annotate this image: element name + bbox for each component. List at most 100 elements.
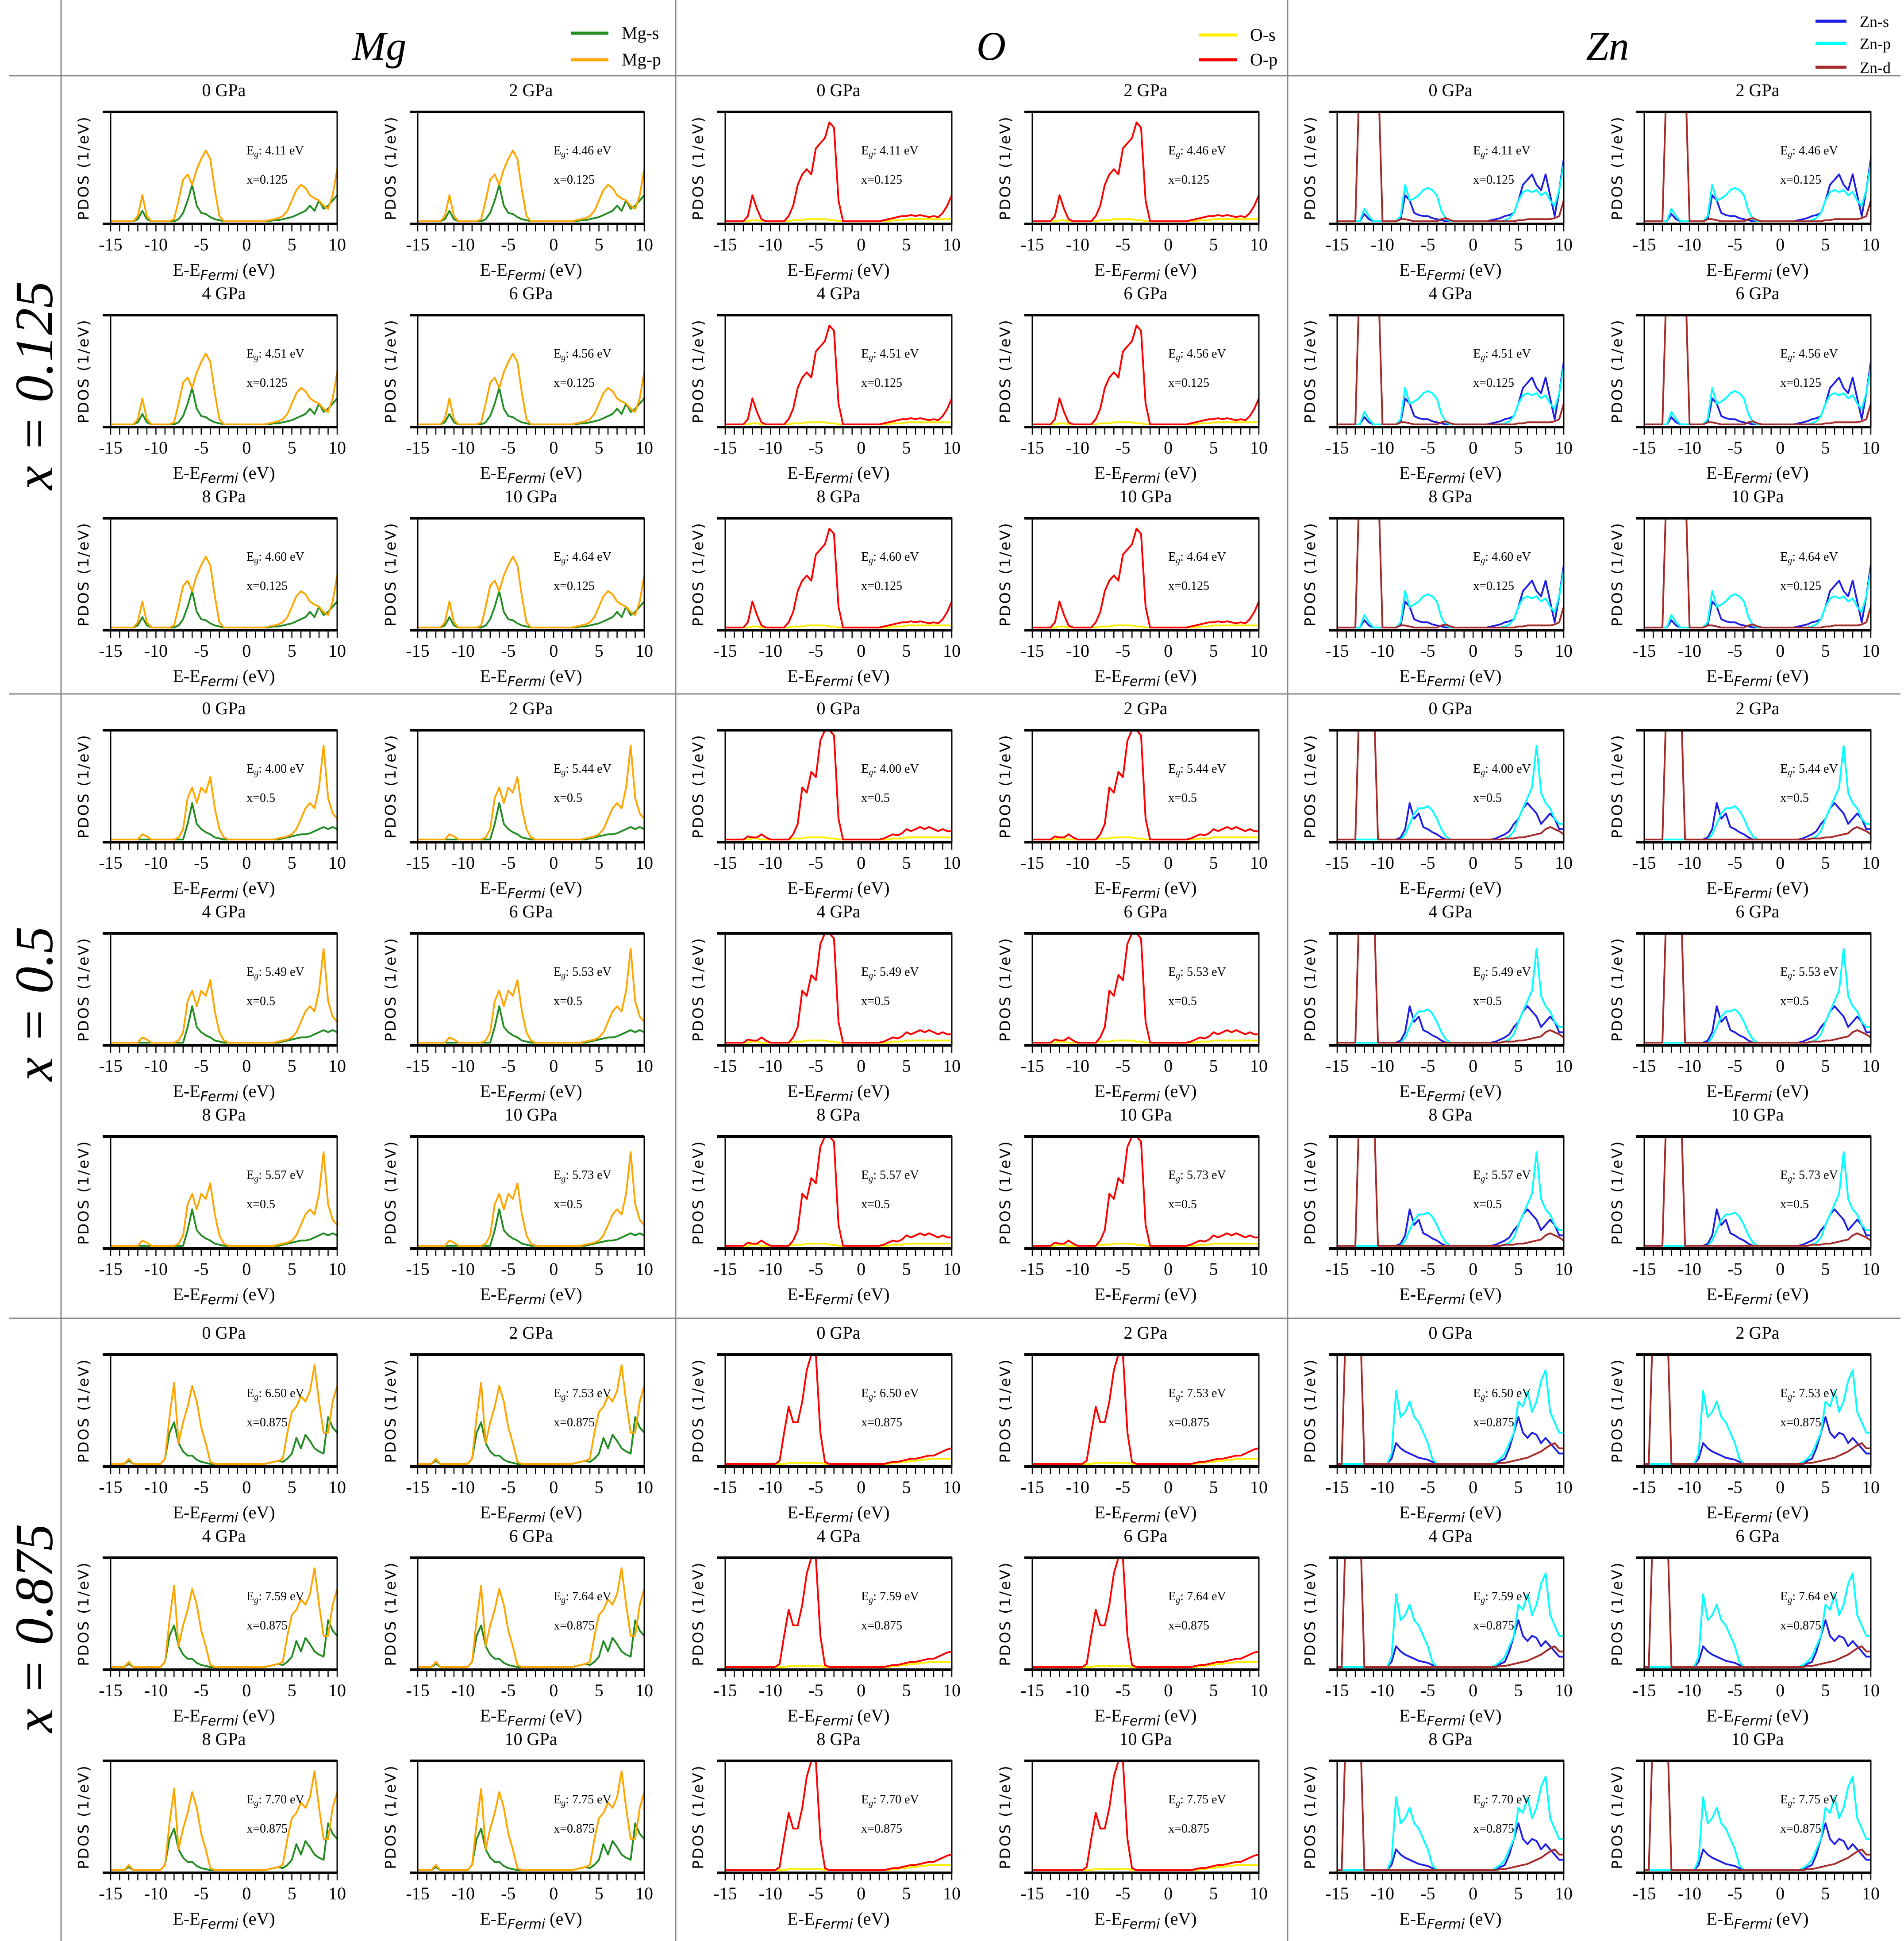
- x-tick-label: 5: [902, 853, 911, 873]
- x-axis-label: E-EFermi (eV): [173, 1502, 275, 1526]
- x-axis-label: E-EFermi (eV): [1706, 878, 1808, 901]
- band-gap-annotation: Eg: 5.57 eV: [1473, 1168, 1531, 1184]
- x-tick-label: -15: [1325, 438, 1349, 458]
- x-tick-label: -10: [144, 1056, 168, 1076]
- pdos-line-zn-d: [1644, 1761, 1871, 1871]
- x-axis-label: E-EFermi (eV): [173, 878, 275, 901]
- pdos-panel: 10 GPa PDOS (1/eV) -15 -10 -5 0 5 10 E-EFermi (e…: [1608, 1729, 1880, 1932]
- pdos-line-o-p: [725, 121, 952, 222]
- pdos-line-o-p: [725, 528, 952, 628]
- composition-annotation: x=0.125: [246, 376, 288, 390]
- legend-label: Zn-s: [1860, 13, 1889, 31]
- x-tick-label: -10: [1066, 235, 1089, 254]
- x-tick-label: 0: [1776, 641, 1785, 661]
- x-tick-label: -5: [501, 438, 515, 458]
- x-axis-label: E-EFermi (eV): [1706, 1284, 1808, 1308]
- composition-annotation: x=0.125: [1473, 579, 1514, 593]
- x-tick-label: -10: [1678, 641, 1701, 661]
- x-axis-label: E-EFermi (eV): [1094, 1502, 1196, 1526]
- y-axis-label: PDOS (1/eV): [689, 116, 707, 220]
- x-tick-label: -5: [194, 1680, 208, 1700]
- x-tick-label: 0: [857, 1680, 865, 1700]
- x-tick-label: 10: [1250, 1477, 1268, 1497]
- composition-annotation: x=0.125: [246, 579, 288, 593]
- pdos-panel: 6 GPa PDOS (1/eV) -15 -10 -5 0 5 10 E-EFermi (eV…: [382, 901, 653, 1105]
- x-tick-label: -5: [808, 641, 823, 661]
- y-axis-label: PDOS (1/eV): [75, 937, 92, 1041]
- x-tick-label: -15: [99, 1477, 122, 1497]
- axes-frame: [1336, 1136, 1565, 1249]
- y-axis-label: PDOS (1/eV): [382, 1764, 399, 1869]
- pdos-line-zn-s: [1337, 802, 1564, 840]
- pdos-line-o-p: [1032, 324, 1259, 425]
- pdos-panel: 6 GPa PDOS (1/eV) -15 -10 -5 0 5 10 E-EFermi (eV…: [996, 283, 1268, 486]
- band-gap-annotation: Eg: 6.50 eV: [1473, 1386, 1531, 1402]
- pdos-line-o-s: [1032, 836, 1259, 840]
- x-tick-label: 10: [943, 438, 961, 458]
- x-tick-label: -10: [1678, 438, 1701, 458]
- pdos-line-mg-p: [418, 556, 644, 628]
- pdos-panel: 10 GPa PDOS (1/eV) -15 -10 -5 0 5 10 E-EFermi (e…: [382, 1729, 653, 1932]
- band-gap-annotation: Eg: 5.44 eV: [1780, 762, 1838, 778]
- composition-annotation: x=0.125: [1168, 579, 1209, 593]
- x-tick-label: 5: [595, 235, 604, 254]
- column-title-zn: Zn: [1586, 23, 1629, 69]
- x-tick-label: -10: [144, 1883, 168, 1903]
- y-axis-label: PDOS (1/eV): [1608, 522, 1626, 626]
- x-tick-label: 5: [595, 853, 604, 873]
- y-axis-label: PDOS (1/eV): [382, 937, 399, 1041]
- x-tick-label: 5: [902, 1477, 911, 1497]
- x-tick-label: -5: [194, 1056, 208, 1076]
- x-tick-label: -15: [713, 1477, 737, 1497]
- x-axis-label: E-EFermi (eV): [1399, 878, 1501, 901]
- panel-pressure-title: 0 GPa: [202, 1323, 246, 1343]
- pdos-panel: 0 GPa PDOS (1/eV) -15 -10 -5 0 5 10 E-EFermi (eV…: [1301, 80, 1573, 283]
- panel-pressure-title: 8 GPa: [817, 486, 861, 506]
- y-axis-label: PDOS (1/eV): [996, 1764, 1014, 1869]
- composition-annotation: x=0.125: [1780, 173, 1821, 187]
- axes-frame: [417, 1557, 645, 1671]
- composition-annotation: x=0.875: [554, 1822, 595, 1836]
- panel-pressure-title: 6 GPa: [1124, 283, 1168, 303]
- x-tick-label: 5: [902, 438, 911, 458]
- axes-frame: [1031, 517, 1260, 631]
- band-gap-annotation: Eg: 5.53 eV: [1168, 965, 1226, 981]
- band-gap-annotation: Eg: 5.57 eV: [861, 1168, 919, 1184]
- panel-pressure-title: 6 GPa: [1736, 1526, 1780, 1546]
- x-tick-label: 0: [857, 1883, 865, 1903]
- pdos-line-o-s: [725, 1040, 952, 1044]
- x-tick-label: 5: [1821, 1259, 1830, 1279]
- x-tick-label: 0: [1469, 1680, 1477, 1700]
- axes-frame: [1336, 1557, 1565, 1671]
- x-tick-label: -10: [1678, 853, 1701, 873]
- x-tick-label: 10: [1250, 235, 1268, 254]
- x-tick-label: 10: [1250, 1883, 1268, 1903]
- pdos-line-mg-p: [111, 948, 337, 1044]
- axes-frame: [1031, 1557, 1260, 1671]
- x-axis-label: E-EFermi (eV): [787, 878, 889, 901]
- x-axis-label: E-EFermi (eV): [1399, 1909, 1501, 1932]
- axes-frame: [417, 1136, 645, 1249]
- x-tick-label: 10: [1250, 1259, 1268, 1279]
- x-tick-label: -15: [99, 853, 122, 873]
- pdos-line-zn-s: [1644, 565, 1871, 628]
- x-tick-label: 0: [1164, 438, 1173, 458]
- x-tick-label: 0: [1469, 1883, 1477, 1903]
- pdos-panel: 10 GPa PDOS (1/eV) -15 -10 -5 0 5 10 E-EFermi (e…: [382, 486, 653, 689]
- pdos-line-o-s: [725, 836, 952, 840]
- band-gap-annotation: Eg: 5.44 eV: [554, 762, 612, 778]
- x-tick-label: 10: [943, 1056, 961, 1076]
- composition-annotation: x=0.125: [1168, 376, 1209, 390]
- panel-pressure-title: 4 GPa: [817, 901, 861, 921]
- x-tick-label: -15: [1020, 438, 1044, 458]
- pdos-line-zn-s: [1644, 362, 1871, 425]
- x-tick-label: 0: [1164, 1056, 1173, 1076]
- x-tick-label: 10: [1250, 1056, 1268, 1076]
- x-tick-label: -15: [713, 1680, 737, 1700]
- x-tick-label: 0: [242, 853, 251, 873]
- x-tick-label: 10: [1555, 1056, 1573, 1076]
- x-axis-label: E-EFermi (eV): [1399, 463, 1501, 486]
- x-axis-label: E-EFermi (eV): [173, 1284, 275, 1308]
- x-axis-label: E-EFermi (eV): [173, 666, 275, 689]
- pdos-line-o-s: [1032, 1040, 1259, 1044]
